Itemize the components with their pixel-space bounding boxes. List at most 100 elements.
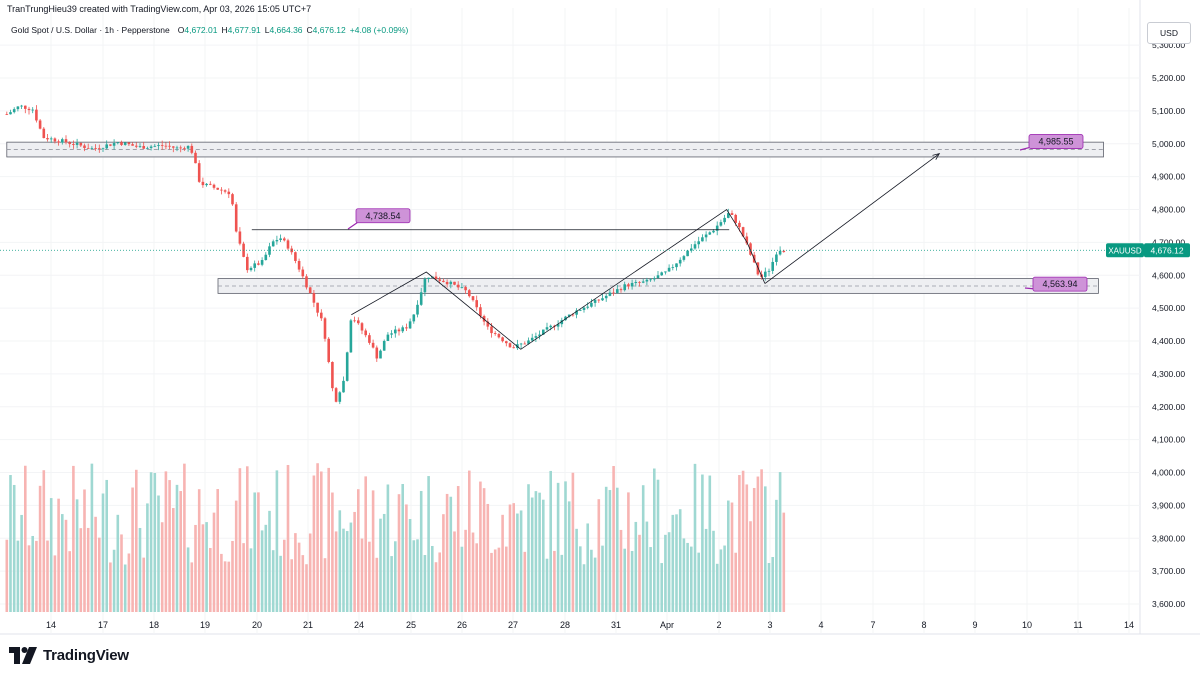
- y-tick-label: 4,600.00: [1152, 270, 1185, 280]
- volume-bar: [31, 535, 34, 612]
- volume-bar: [9, 475, 12, 612]
- volume-bar: [412, 540, 416, 612]
- volume-bar: [645, 521, 649, 612]
- volume-bar: [98, 537, 101, 612]
- candle-body: [316, 302, 319, 313]
- volume-bar: [20, 514, 23, 612]
- candle-body: [775, 254, 778, 262]
- candle-body: [238, 231, 242, 244]
- last-price-tag: [1144, 243, 1190, 258]
- volume-bar: [94, 516, 97, 612]
- y-tick-label: 3,600.00: [1152, 599, 1185, 609]
- x-tick-label: 14: [46, 620, 56, 630]
- x-tick-label: 11: [1073, 620, 1082, 630]
- volume-bar: [231, 540, 234, 612]
- volume-bar: [246, 466, 249, 612]
- volume-bar: [164, 471, 168, 612]
- candle-body: [534, 336, 538, 338]
- volume-bar: [671, 514, 675, 612]
- volume-bar: [286, 464, 290, 612]
- volume-bar: [190, 562, 194, 612]
- candle-body: [401, 327, 404, 332]
- candle-body: [453, 281, 456, 285]
- y-tick-label: 5,200.00: [1152, 73, 1185, 83]
- candle-body: [46, 138, 49, 140]
- candle-body: [493, 333, 497, 334]
- volume-bar: [571, 472, 575, 612]
- volume-bar: [678, 509, 682, 612]
- y-tick-label: 4,400.00: [1152, 336, 1185, 346]
- volume-bar: [342, 528, 345, 612]
- candle-body: [379, 350, 382, 359]
- candle-body: [57, 141, 60, 143]
- candle-body: [741, 227, 745, 237]
- x-tick-label: 25: [406, 620, 416, 630]
- volume-bar: [545, 558, 549, 612]
- candle-body: [305, 276, 308, 288]
- volume-bar: [623, 548, 626, 612]
- candle-body: [712, 230, 715, 233]
- symbol-tag: [1106, 243, 1144, 258]
- last-price-label: 4,676.12: [1150, 245, 1183, 255]
- projection-arrow-head: [932, 153, 941, 160]
- candle-body: [216, 187, 219, 190]
- volume-bar: [593, 557, 597, 612]
- candle-body: [149, 146, 153, 148]
- candle-body: [693, 244, 697, 249]
- candle-body: [120, 142, 123, 145]
- candle-body: [49, 138, 53, 140]
- volume-bar: [401, 484, 404, 612]
- volume-bar: [534, 491, 538, 612]
- volume-bar: [442, 514, 445, 612]
- volume-bar: [597, 499, 601, 612]
- annotation-label: 4,985.55: [1038, 137, 1073, 147]
- volume-bar: [175, 484, 179, 612]
- volume-bar: [209, 547, 212, 612]
- volume-bar: [264, 524, 268, 612]
- volume-bar: [771, 557, 774, 612]
- candle-body: [505, 341, 508, 344]
- x-tick-label: 7: [870, 620, 875, 630]
- volume-bar: [427, 476, 430, 612]
- volume-bar: [12, 484, 16, 612]
- candle-body: [623, 284, 626, 291]
- tradingview-logo[interactable]: TradingView: [9, 647, 129, 664]
- candle-body: [172, 146, 175, 148]
- volume-bar: [338, 510, 342, 612]
- high-value: 4,677.91: [227, 25, 261, 35]
- candle-body: [542, 329, 545, 335]
- currency-button[interactable]: USD: [1147, 22, 1191, 44]
- candle-body: [464, 287, 467, 291]
- x-tick-label: 31: [611, 620, 621, 630]
- candle-body: [183, 148, 186, 150]
- candle-body: [349, 320, 353, 353]
- open-key: O: [177, 25, 185, 35]
- candle-body: [127, 142, 131, 145]
- volume-bar: [512, 503, 515, 612]
- candle-body: [175, 147, 179, 149]
- volume-bar: [567, 501, 571, 612]
- candle-body: [131, 144, 134, 146]
- candle-body: [382, 340, 386, 351]
- candle-body: [664, 271, 667, 273]
- volume-bar: [312, 475, 316, 612]
- candle-body: [471, 296, 475, 301]
- volume-bar: [719, 549, 723, 612]
- volume-bar: [64, 519, 68, 612]
- volume-bar: [453, 531, 456, 612]
- candle-body: [16, 106, 20, 110]
- volume-bar: [560, 554, 564, 612]
- x-tick-label: 14: [1124, 620, 1134, 630]
- volume-bar: [197, 489, 201, 612]
- candle-body: [630, 282, 634, 287]
- candle-body: [390, 333, 393, 335]
- volume-bar: [53, 555, 57, 612]
- volume-bar: [260, 530, 264, 612]
- candle-body: [61, 139, 64, 143]
- volume-bar: [75, 499, 79, 612]
- x-tick-label: 3: [767, 620, 772, 630]
- volume-bar: [135, 469, 138, 612]
- candle-body: [486, 321, 490, 327]
- volume-bar: [519, 510, 523, 612]
